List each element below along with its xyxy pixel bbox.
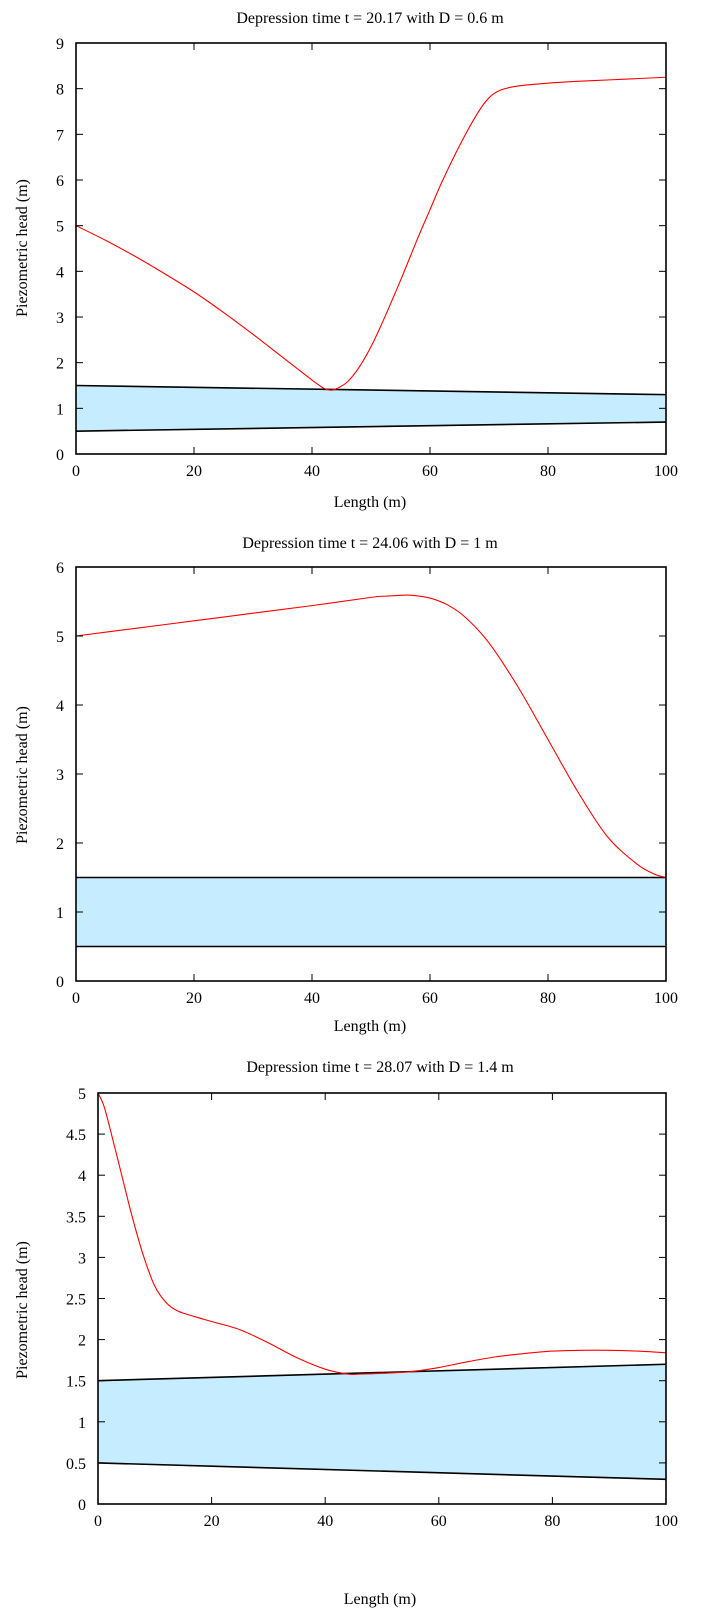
- pipe-area: [76, 385, 666, 432]
- pipe-top-line: [75, 384, 667, 396]
- head-line: [75, 594, 667, 879]
- pipe-area: [76, 877, 666, 947]
- x-tick-label: 40: [304, 463, 320, 480]
- y-tick-label: 0.5: [66, 1456, 86, 1473]
- x-axis-label-1: Length (m): [334, 494, 406, 511]
- y-tick-label: 5: [56, 219, 64, 236]
- pipe-area: [98, 1364, 666, 1480]
- chart-title-2: Depression time t = 24.06 with D = 1 m: [242, 535, 498, 552]
- y-tick-label: 1: [78, 1415, 86, 1432]
- chart-panel-3: Depression time t = 28.07 with D = 1.4 m…: [14, 1059, 678, 1608]
- x-tick-label: 80: [540, 990, 556, 1007]
- chart-title-3: Depression time t = 28.07 with D = 1.4 m: [246, 1059, 514, 1076]
- y-tick-label: 4: [56, 698, 64, 715]
- y-tick-label: 2: [56, 836, 64, 853]
- pipe-bottom-line: [97, 1462, 667, 1481]
- y-tick-label: 0: [56, 974, 64, 991]
- plot-frame: [75, 42, 667, 455]
- y-tick-label: 3: [78, 1250, 86, 1267]
- x-tick-label: 40: [317, 1513, 333, 1530]
- x-axis-label-3: Length (m): [344, 1591, 416, 1608]
- x-tick-label: 60: [431, 1513, 447, 1530]
- y-tick-label: 2.5: [66, 1292, 86, 1309]
- y-tick-label: 2: [56, 356, 64, 373]
- y-tick-label: 6: [56, 560, 64, 577]
- y-tick-label: 4: [56, 264, 64, 281]
- chart-title-1: Depression time t = 20.17 with D = 0.6 m: [236, 10, 504, 27]
- x-tick-label: 80: [544, 1513, 560, 1530]
- x-tick-label: 80: [540, 463, 556, 480]
- y-axis-label-1: Piezometric head (m): [14, 179, 31, 317]
- head-line: [75, 76, 667, 391]
- y-tick-label: 7: [56, 127, 64, 144]
- x-tick-label: 0: [72, 463, 80, 480]
- y-tick-label: 0: [56, 447, 64, 464]
- y-tick-label: 1: [56, 905, 64, 922]
- y-tick-label: 1.5: [66, 1374, 86, 1391]
- pipe-bottom-line: [75, 421, 667, 432]
- x-tick-label: 100: [654, 1513, 678, 1530]
- y-tick-label: 4: [78, 1168, 86, 1185]
- y-tick-label: 3: [56, 767, 64, 784]
- head-line: [97, 1092, 667, 1376]
- x-tick-label: 0: [94, 1513, 102, 1530]
- y-tick-label: 6: [56, 173, 64, 190]
- y-tick-label: 5: [78, 1086, 86, 1103]
- x-tick-label: 100: [654, 463, 678, 480]
- y-axis-label-3: Piezometric head (m): [14, 1241, 31, 1379]
- chart-panel-2: Depression time t = 24.06 with D = 1 m L…: [14, 535, 678, 1035]
- y-tick-label: 3: [56, 310, 64, 327]
- y-axis-label-2: Piezometric head (m): [14, 706, 31, 844]
- x-tick-label: 40: [304, 990, 320, 1007]
- chart-panel-1: Depression time t = 20.17 with D = 0.6 m…: [14, 10, 678, 511]
- x-tick-label: 60: [422, 990, 438, 1007]
- y-tick-label: 2: [78, 1333, 86, 1350]
- x-tick-label: 100: [654, 990, 678, 1007]
- x-tick-label: 20: [186, 463, 202, 480]
- y-tick-label: 9: [56, 36, 64, 53]
- y-tick-label: 0: [78, 1497, 86, 1514]
- x-tick-label: 60: [422, 463, 438, 480]
- y-tick-label: 8: [56, 82, 64, 99]
- x-tick-label: 20: [186, 990, 202, 1007]
- y-tick-label: 3.5: [66, 1209, 86, 1226]
- x-tick-label: 0: [72, 990, 80, 1007]
- x-tick-label: 20: [204, 1513, 220, 1530]
- x-axis-label-2: Length (m): [334, 1018, 406, 1035]
- y-tick-label: 5: [56, 629, 64, 646]
- y-tick-label: 4.5: [66, 1127, 86, 1144]
- y-tick-label: 1: [56, 401, 64, 418]
- pipe-top-line: [97, 1363, 667, 1382]
